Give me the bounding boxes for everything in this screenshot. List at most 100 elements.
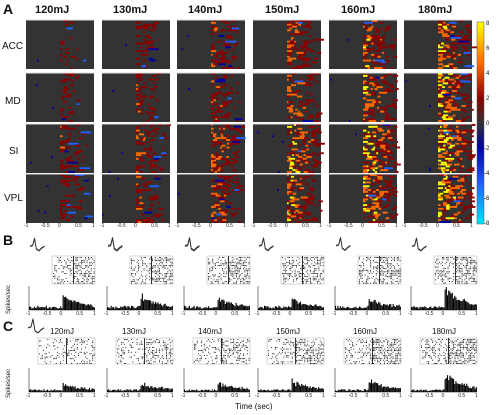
heatmap-xtick: -1 bbox=[251, 223, 256, 229]
heatmap-xtick: 1 bbox=[92, 223, 95, 229]
heatmap-xtick: 0 bbox=[134, 223, 137, 229]
raster-c-xtick: 0 bbox=[214, 393, 218, 399]
energy-label-c-130: 130mJ bbox=[122, 327, 147, 336]
heatmap-cell bbox=[404, 19, 478, 69]
heatmap-cell bbox=[102, 72, 170, 122]
raster-c-xtick: -0.5 bbox=[197, 393, 207, 399]
raster-b-xtick: 1 bbox=[171, 311, 174, 317]
raster-b-xtick: 0 bbox=[288, 311, 292, 317]
heatmap-xtick: 0.5 bbox=[226, 223, 233, 229]
heatmap-xtick: 0 bbox=[58, 223, 61, 229]
raster-c-xtick: 0.5 bbox=[382, 393, 390, 399]
raster-c-xtick: 1 bbox=[171, 393, 174, 399]
psth-ylabel-c: Spikes/sec bbox=[6, 368, 12, 398]
raster-c-xtick: -1 bbox=[26, 393, 31, 399]
raster-c-xtick: -1 bbox=[255, 393, 260, 399]
raster-plot bbox=[51, 255, 96, 285]
raster-c-xtick: 0 bbox=[59, 393, 63, 399]
heatmap-cell bbox=[177, 72, 245, 122]
raster-c-xtick: 1 bbox=[322, 393, 325, 399]
raster-plot bbox=[433, 255, 478, 285]
raster-b-xtick: 1 bbox=[93, 311, 96, 317]
psth-plot bbox=[410, 368, 477, 393]
raster-b-xtick: -1 bbox=[408, 311, 413, 317]
heatmap-xtick: -0.5 bbox=[344, 223, 353, 229]
raster-b-xtick: 0 bbox=[59, 311, 63, 317]
heatmap-cell bbox=[253, 72, 323, 122]
raster-b-xtick: -1 bbox=[332, 311, 337, 317]
raster-c-xtick: 1 bbox=[399, 393, 402, 399]
heatmap-xtick: 1 bbox=[319, 223, 322, 229]
raster-b-xtick: -0.5 bbox=[42, 311, 52, 317]
panel-a-label: A bbox=[3, 1, 14, 17]
heatmap-cell bbox=[177, 123, 246, 173]
raster-plot bbox=[343, 337, 402, 365]
psth-plot bbox=[28, 286, 95, 311]
heatmap-cell bbox=[329, 19, 398, 69]
heatmap-cell bbox=[177, 173, 245, 223]
energy-label-140: 140mJ bbox=[188, 4, 223, 16]
raster-c-xtick: 0.5 bbox=[305, 393, 313, 399]
heatmap-xtick: 0 bbox=[285, 223, 288, 229]
raster-b-xtick: 0.5 bbox=[305, 311, 313, 317]
raster-b-xtick: 1 bbox=[475, 311, 478, 317]
heatmap-cell bbox=[329, 123, 401, 173]
heatmap-xtick: 0.5 bbox=[302, 223, 309, 229]
region-label-md: MD bbox=[5, 96, 21, 107]
colorbar-tick: -2 bbox=[484, 146, 490, 152]
heatmap-xtick: 1 bbox=[168, 223, 171, 229]
raster-c-xtick: -1 bbox=[181, 393, 186, 399]
heatmap-cell bbox=[404, 72, 474, 122]
raster-c-xtick: -1 bbox=[332, 393, 337, 399]
raster-plot bbox=[129, 255, 174, 285]
raster-b-xtick: 0.5 bbox=[382, 311, 390, 317]
raster-b-xtick: 0 bbox=[441, 311, 445, 317]
energy-label-c-140: 140mJ bbox=[198, 327, 223, 336]
heatmap-xtick: -1 bbox=[402, 223, 407, 229]
raster-c-xtick: 0 bbox=[365, 393, 369, 399]
heatmap-xtick: 0 bbox=[361, 223, 364, 229]
raster-b-xtick: 0.5 bbox=[76, 311, 84, 317]
raster-plot bbox=[192, 337, 251, 365]
energy-label-c-120: 120mJ bbox=[50, 327, 75, 336]
heatmap-xtick: -0.5 bbox=[192, 223, 201, 229]
heatmap-xtick: 0.5 bbox=[151, 223, 158, 229]
heatmap-xtick: 0.5 bbox=[378, 223, 385, 229]
heatmap-xtick: 0.5 bbox=[75, 223, 82, 229]
waveform-icon bbox=[184, 237, 200, 252]
heatmap-xtick: -0.5 bbox=[41, 223, 50, 229]
raster-c-xtick: -0.5 bbox=[348, 393, 358, 399]
raster-b-xtick: 0.5 bbox=[231, 311, 239, 317]
heatmap-cell bbox=[26, 72, 94, 122]
raster-b-xtick: 1 bbox=[399, 311, 402, 317]
raster-b-xtick: 0.5 bbox=[458, 311, 466, 317]
raster-b-xtick: -0.5 bbox=[120, 311, 130, 317]
energy-label-120: 120mJ bbox=[35, 4, 70, 16]
psth-plot bbox=[257, 368, 324, 393]
colorbar-tick: -8 bbox=[484, 221, 490, 227]
energy-label-180: 180mJ bbox=[418, 4, 453, 16]
raster-b-xtick: 0 bbox=[214, 311, 218, 317]
raster-plot bbox=[357, 255, 402, 285]
raster-c-xtick: 1 bbox=[475, 393, 478, 399]
heatmap-cell bbox=[26, 19, 94, 69]
waveform-icon bbox=[29, 237, 45, 252]
raster-b-xtick: 0 bbox=[365, 311, 369, 317]
heatmap-cell bbox=[404, 123, 476, 173]
raster-c-xtick: 0.5 bbox=[154, 393, 162, 399]
colorbar-tick: 0 bbox=[486, 121, 490, 127]
raster-plot bbox=[37, 337, 96, 365]
raster-plot bbox=[419, 337, 478, 365]
raster-b-xtick: 0.5 bbox=[154, 311, 162, 317]
raster-c-xtick: 0 bbox=[441, 393, 445, 399]
heatmap-xtick: 0.5 bbox=[453, 223, 460, 229]
heatmap-xtick: -0.5 bbox=[419, 223, 428, 229]
colorbar-gradient bbox=[476, 21, 485, 225]
raster-plot bbox=[206, 255, 251, 285]
psth-plot bbox=[410, 286, 477, 311]
time-axis-label: Time (sec) bbox=[235, 402, 273, 411]
heatmap-cell bbox=[253, 19, 324, 69]
